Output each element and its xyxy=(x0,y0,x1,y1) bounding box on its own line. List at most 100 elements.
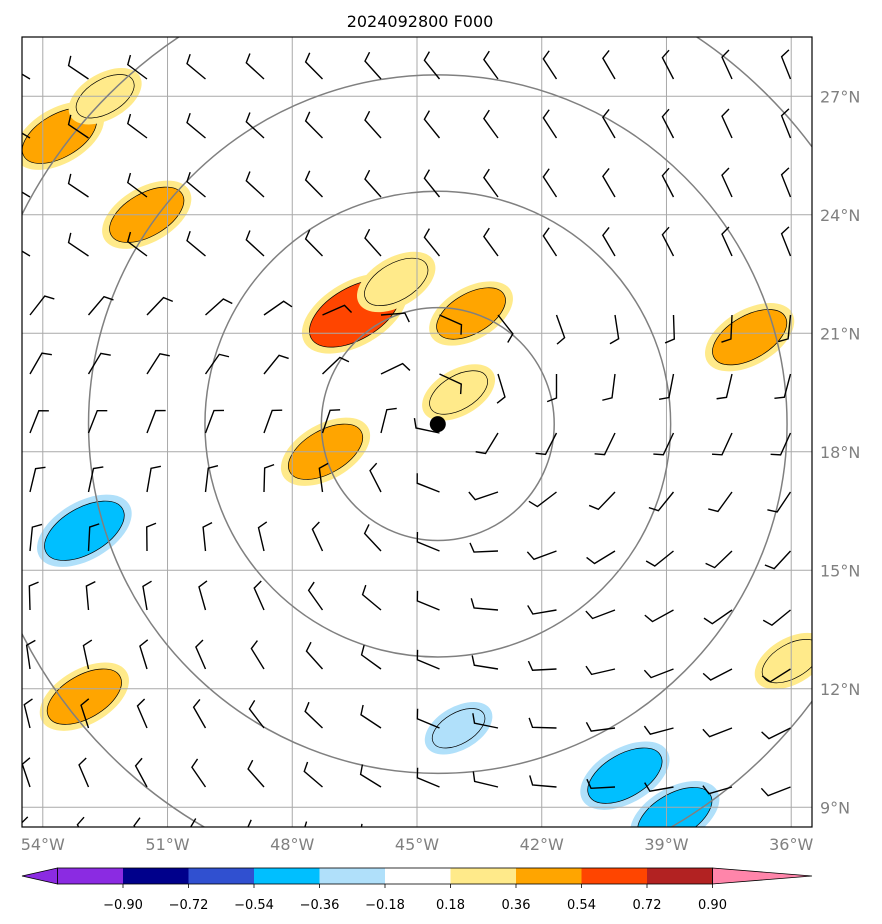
wind-barb-28 xyxy=(22,191,31,198)
lat-tick-label: 21°N xyxy=(820,324,860,343)
wind-barb-154 xyxy=(23,698,33,729)
wind-barb-40 xyxy=(721,167,733,198)
wind-barb-186 xyxy=(247,819,252,827)
contour-core-13 xyxy=(637,787,713,827)
colorbar-segment xyxy=(188,868,254,884)
wind-barb-160 xyxy=(360,704,382,729)
wind-barb-129 xyxy=(198,580,208,611)
wind-barb-59 xyxy=(205,298,233,316)
wind-barb-54 xyxy=(721,226,733,257)
wind-barb-87 xyxy=(204,409,224,434)
wind-barb-108 xyxy=(588,491,616,511)
wind-barb-155 xyxy=(80,698,90,729)
wind-barb-135 xyxy=(527,605,557,615)
wind-barb-174 xyxy=(359,764,382,788)
wind-barb-61 xyxy=(322,304,353,316)
wind-barb-187 xyxy=(304,821,308,827)
wind-barb-159 xyxy=(304,701,323,729)
wind-barb-125 xyxy=(764,550,792,570)
lon-tick-label: 54°W xyxy=(21,835,65,854)
wind-barb-70 xyxy=(29,352,52,375)
wind-barb-21 xyxy=(423,110,441,139)
range-ring-1 xyxy=(204,190,672,658)
range-ring-2 xyxy=(87,74,788,775)
wind-barb-109 xyxy=(648,491,675,512)
wind-barb-50 xyxy=(483,227,499,257)
wind-barb-60 xyxy=(263,300,293,316)
wind-barb-130 xyxy=(253,580,265,611)
wind-barb-53 xyxy=(661,226,675,257)
wind-barb-132 xyxy=(361,584,382,611)
wind-barb-157 xyxy=(192,698,207,729)
wind-barb-86 xyxy=(146,409,166,434)
wind-barb-93 xyxy=(535,432,558,456)
contour-core-5 xyxy=(436,287,506,340)
wind-barb-172 xyxy=(247,759,265,788)
lon-tick-label: 36°W xyxy=(769,835,813,854)
range-ring-0 xyxy=(320,306,555,542)
wind-barb-152 xyxy=(702,668,733,681)
wind-barb-170 xyxy=(134,757,148,788)
colorbar-extend-high xyxy=(712,867,813,885)
wind-barb-151 xyxy=(643,668,674,679)
lon-tick-label: 45°W xyxy=(395,835,439,854)
wind-barb-177 xyxy=(529,775,557,788)
gridlines xyxy=(22,37,812,827)
wind-barb-49 xyxy=(423,228,441,257)
wind-barb-16 xyxy=(126,113,148,139)
wind-barb-92 xyxy=(475,432,499,455)
wind-barb-179 xyxy=(644,782,674,792)
wind-barb-51 xyxy=(542,227,558,257)
colorbar-segment xyxy=(516,868,582,884)
wind-barb-3 xyxy=(186,53,206,80)
wind-barb-164 xyxy=(585,721,616,732)
wind-barb-6 xyxy=(364,51,382,80)
colorbar-tick-label: −0.90 xyxy=(103,898,143,913)
wind-barb-47 xyxy=(304,229,323,257)
wind-barb-67 xyxy=(664,314,676,344)
wind-barb-173 xyxy=(303,761,323,788)
wind-barb-124 xyxy=(705,550,733,569)
wind-barb-99 xyxy=(87,466,104,493)
colorbar-segment xyxy=(254,868,320,884)
map-title: 2024092800 F000 xyxy=(347,12,494,31)
wind-barb-38 xyxy=(602,168,616,198)
wind-barb-158 xyxy=(248,700,265,729)
latitude-labels: 27°N 24°N 21°N 18°N 15°N 12°N 9°N xyxy=(820,87,860,817)
wind-barb-149 xyxy=(527,660,557,671)
contour-core-8 xyxy=(712,309,788,366)
lon-tick-label: 48°W xyxy=(270,835,314,854)
wind-barb-90 xyxy=(380,407,397,434)
wind-barb-94 xyxy=(594,432,616,456)
wind-barb-41 xyxy=(780,167,792,198)
wind-barb-139 xyxy=(762,609,791,627)
wind-barb-39 xyxy=(661,167,675,198)
wind-barb-89 xyxy=(321,409,341,434)
wind-barb-34 xyxy=(364,169,382,198)
colorbar-tick-labels: −0.90 −0.72 −0.54 −0.36 −0.18 0.18 0.36 0.54 0.7… xyxy=(103,884,727,913)
wind-barb-122 xyxy=(586,550,616,565)
wind-barb-64 xyxy=(497,314,514,343)
contour-core-9 xyxy=(46,668,122,725)
wind-barb-123 xyxy=(645,550,674,567)
colorbar-tick-label: −0.36 xyxy=(300,898,340,913)
wind-barb-27 xyxy=(780,108,792,139)
wind-barb-104 xyxy=(369,462,382,493)
wind-barb-17 xyxy=(186,112,206,139)
wind-barb-65 xyxy=(555,314,566,345)
wind-barb-107 xyxy=(528,491,557,508)
range-rings xyxy=(22,37,812,827)
wind-barb-20 xyxy=(364,110,382,139)
lon-tick-label: 39°W xyxy=(644,835,688,854)
wind-barb-113 xyxy=(87,523,100,552)
lat-tick-label: 27°N xyxy=(820,87,860,106)
colorbar-extend-low xyxy=(21,867,58,885)
wind-barb-77 xyxy=(439,373,463,395)
wind-barb-81 xyxy=(658,373,675,401)
lat-tick-label: 24°N xyxy=(820,206,860,225)
wind-barb-33 xyxy=(304,170,323,198)
wind-barb-14 xyxy=(22,132,31,139)
wind-barb-32 xyxy=(245,171,265,198)
wind-barb-10 xyxy=(602,50,616,80)
